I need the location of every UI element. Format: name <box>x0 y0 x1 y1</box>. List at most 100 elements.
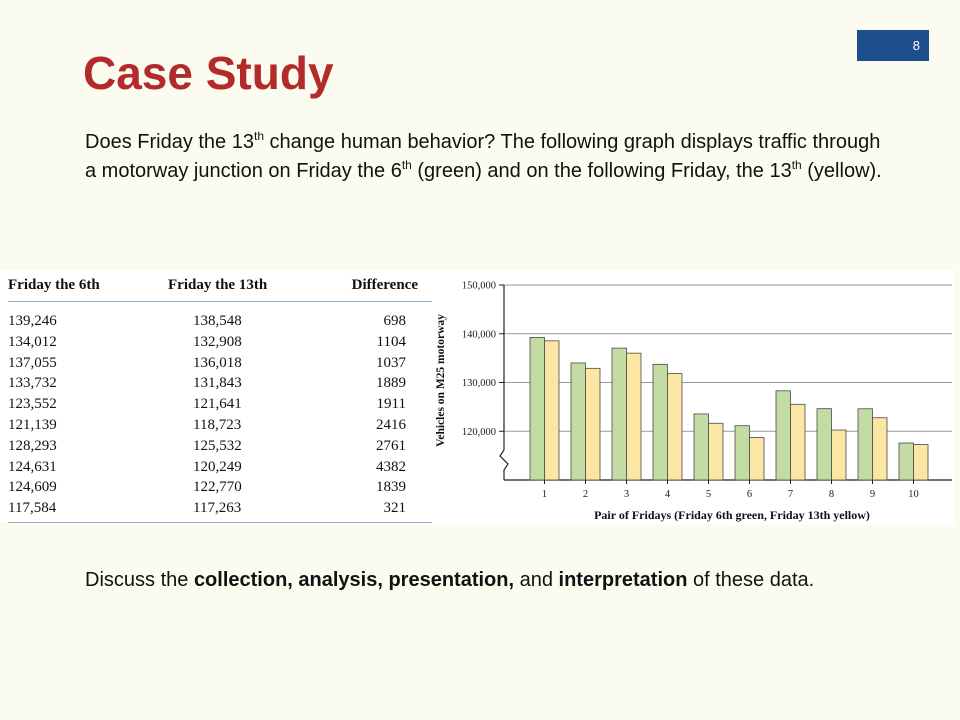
table-cell: 138,548 <box>193 313 242 329</box>
bar <box>913 444 929 481</box>
table-cell: 139,246 <box>8 313 57 329</box>
table-header-row: Friday the 6th Friday the 13th Differenc… <box>8 277 432 302</box>
bar <box>585 367 601 481</box>
bar <box>626 352 642 481</box>
x-axis-label: Pair of Fridays (Friday 6th green, Frida… <box>594 508 870 522</box>
bar <box>708 422 724 481</box>
closing-text-1: Discuss the <box>85 569 194 591</box>
bar <box>667 373 683 481</box>
table-cell: 131,843 <box>193 375 242 392</box>
x-tick-label: 7 <box>788 489 793 500</box>
axis-break <box>499 449 509 480</box>
table-row: 117,584 117,263 321 <box>8 498 432 523</box>
table-cell: 124,609 <box>8 479 57 496</box>
intro-text-1: Does Friday the 13 <box>85 131 254 153</box>
intro-text-2: change human behavior? The following gra… <box>85 131 881 182</box>
bar <box>872 417 888 481</box>
bar <box>816 408 832 481</box>
table-cell: 120,249 <box>193 458 242 475</box>
y-tick-label: 130,000 <box>462 378 496 389</box>
bar <box>652 363 668 481</box>
closing-bold-2: interpretation <box>558 569 688 591</box>
table-row: 124,631 120,249 4382 <box>8 457 432 478</box>
table-cell: 122,770 <box>193 479 242 496</box>
bar <box>775 390 791 481</box>
bar-chart-panel: 120,000 130,000 140,000 150,000 1 2 3 4 5 6 7 8 9 10 P… <box>432 270 955 525</box>
bar-chart: 120,000 130,000 140,000 150,000 1 2 3 4 5 6 7 8 9 10 P… <box>435 281 952 522</box>
table-cell: 1839 <box>376 479 406 496</box>
table-cell: 123,552 <box>8 396 57 413</box>
x-tick-label: 6 <box>747 489 752 500</box>
x-tick-label: 3 <box>624 489 629 500</box>
table-cell: 117,263 <box>168 498 333 523</box>
data-table-panel: Friday the 6th Friday the 13th Differenc… <box>0 270 432 523</box>
intro-sup-1: th <box>253 129 264 143</box>
intro-sup-3: th <box>791 157 802 172</box>
table-cell: 134,012 <box>8 333 57 350</box>
bar <box>734 425 750 481</box>
table-row: 123,552 121,641 1911 <box>8 394 432 415</box>
table-cell: 118,723 <box>193 416 242 433</box>
x-tick-label: 5 <box>706 489 711 500</box>
y-tick-label: 120,000 <box>462 427 496 438</box>
bar <box>544 340 560 481</box>
bar <box>831 429 847 481</box>
intro-text-3: (green) and on the following Friday, the… <box>411 159 792 182</box>
table-cell: 136,018 <box>193 354 242 371</box>
y-axis-label: Vehicles on M25 motorway <box>435 314 447 447</box>
table-cell: 698 <box>383 313 407 329</box>
table-row: 139,246 138,548 698 <box>8 302 432 332</box>
x-tick-label: 10 <box>908 489 919 500</box>
table-row: 124,609 122,770 1839 <box>8 477 432 498</box>
table-cell: 2761 <box>376 437 406 454</box>
x-tick-label: 4 <box>665 489 671 500</box>
table-cell: 133,732 <box>8 375 57 392</box>
x-tick-label: 9 <box>870 489 875 500</box>
table-cell: 1037 <box>376 354 406 371</box>
table-header: Friday the 6th <box>8 277 168 302</box>
table-cell: 4382 <box>376 458 406 475</box>
table-header: Friday the 13th <box>168 277 333 302</box>
table-row: 134,012 132,908 1104 <box>8 332 432 353</box>
slide-title: Case Study <box>83 47 334 99</box>
table-cell: 125,532 <box>193 437 242 454</box>
table-cell: 2416 <box>376 416 406 433</box>
table-cell: 124,631 <box>8 458 57 475</box>
bar <box>570 362 586 481</box>
x-tick-label: 1 <box>542 489 547 500</box>
closing-text-3: of these data. <box>687 569 815 591</box>
bar <box>529 337 545 481</box>
table-row: 121,139 118,723 2416 <box>8 415 432 436</box>
bar <box>790 403 806 481</box>
bar <box>749 437 765 481</box>
table-cell: 121,139 <box>8 416 57 433</box>
bar <box>898 442 914 481</box>
y-tick-label: 150,000 <box>462 281 496 292</box>
slide-number: 8 <box>857 30 929 61</box>
x-tick-label: 2 <box>583 489 588 500</box>
table-cell: 137,055 <box>8 354 57 371</box>
bar <box>611 347 627 481</box>
table-cell: 121,641 <box>193 396 242 413</box>
closing-paragraph: Discuss the collection, analysis, presen… <box>85 566 885 595</box>
table-cell: 128,293 <box>8 437 57 454</box>
table-cell: 132,908 <box>193 333 242 350</box>
closing-bold-1: collection, analysis, presentation, <box>193 569 515 591</box>
intro-text-4: (yellow). <box>801 159 882 182</box>
table-cell: 117,584 <box>8 498 168 523</box>
table-header: Difference <box>333 277 432 302</box>
data-table: Friday the 6th Friday the 13th Differenc… <box>8 277 432 523</box>
x-tick-label: 8 <box>829 489 834 500</box>
table-row: 128,293 125,532 2761 <box>8 436 432 457</box>
table-cell: 1911 <box>376 396 406 413</box>
closing-text-2: and <box>514 569 559 591</box>
table-cell: 1889 <box>376 375 406 392</box>
intro-paragraph: Does Friday the 13th change human behavi… <box>85 128 885 185</box>
table-row: 137,055 136,018 1037 <box>8 353 432 374</box>
table-cell: 321 <box>333 498 432 523</box>
bar <box>693 413 709 481</box>
bar <box>857 408 873 481</box>
y-tick-label: 140,000 <box>462 329 496 340</box>
table-cell: 1104 <box>376 333 406 350</box>
table-row: 133,732 131,843 1889 <box>8 373 432 394</box>
